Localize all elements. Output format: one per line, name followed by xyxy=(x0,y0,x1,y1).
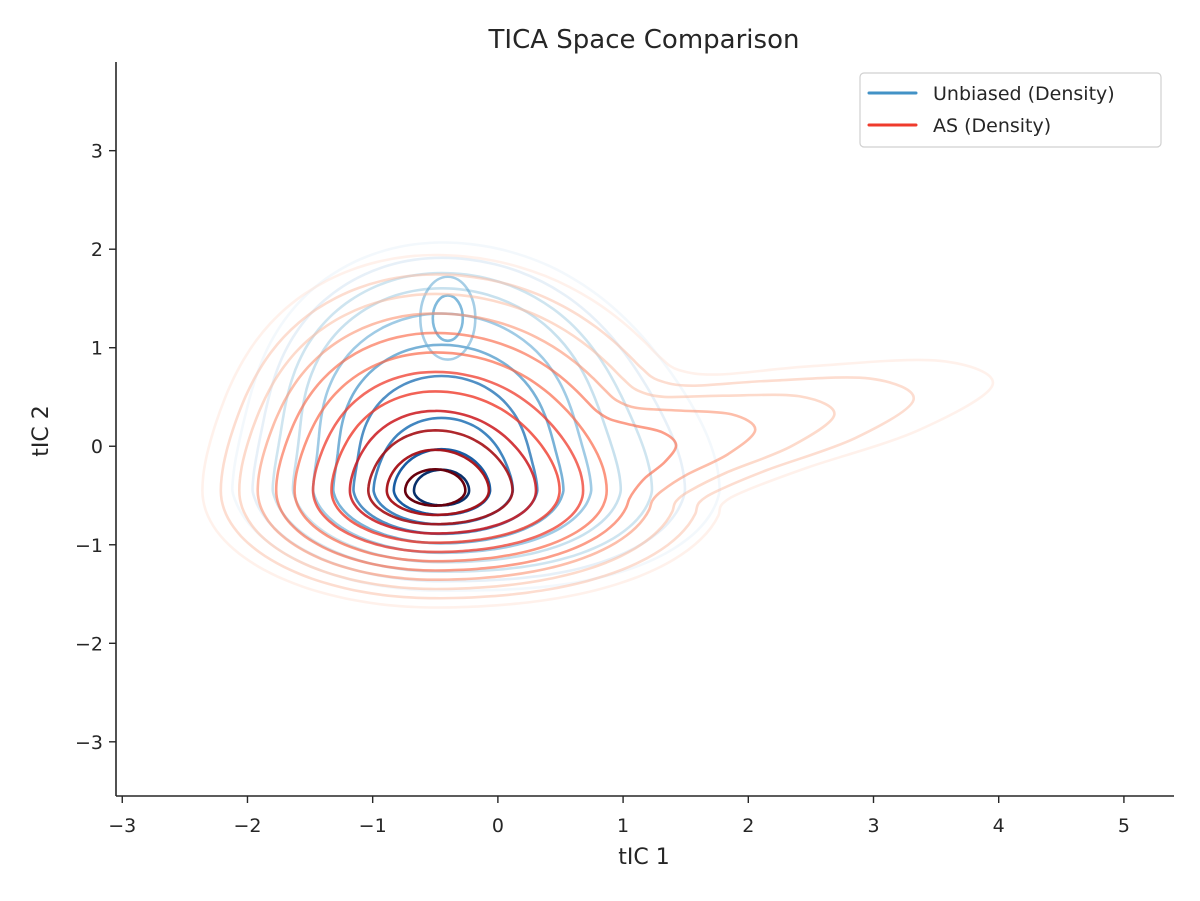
y-axis-label: tIC 2 xyxy=(29,405,54,456)
unbiased-contour-level xyxy=(271,271,654,574)
as-contour-level xyxy=(219,273,915,600)
as-contour-level xyxy=(256,312,757,582)
chart-title: TICA Space Comparison xyxy=(488,25,800,55)
as-contour-level xyxy=(311,370,585,554)
as-contour-level xyxy=(403,468,467,508)
x-tick-label: 4 xyxy=(993,815,1005,837)
legend-label-as: AS (Density) xyxy=(933,115,1051,137)
as-contour-level xyxy=(274,331,678,572)
x-tick-label: −2 xyxy=(233,815,261,837)
as-contour-level xyxy=(330,390,561,545)
contour-plot xyxy=(201,241,994,609)
as-contour-level xyxy=(348,409,538,535)
x-tick-label: 5 xyxy=(1118,815,1130,837)
y-tick-label: 3 xyxy=(91,141,103,163)
as-contour-level xyxy=(366,428,514,526)
legend-label-unbiased: Unbiased (Density) xyxy=(933,83,1115,105)
x-tick-label: 3 xyxy=(867,815,879,837)
unbiased-contour-level xyxy=(231,241,721,593)
x-tick-label: 0 xyxy=(492,815,504,837)
as-contour-level xyxy=(201,253,994,609)
y-tick-label: −3 xyxy=(75,732,103,754)
y-tick-label: 1 xyxy=(91,338,103,360)
x-axis-ticks: −3 −2 −1 0 1 2 3 4 5 xyxy=(108,796,1130,837)
x-tick-label: 2 xyxy=(742,815,754,837)
x-tick-label: 1 xyxy=(617,815,629,837)
y-axis-ticks: −3 −2 −1 0 1 2 3 xyxy=(75,141,116,754)
legend: Unbiased (Density) AS (Density) xyxy=(859,72,1162,148)
as-contour-level xyxy=(293,351,609,563)
y-tick-label: 0 xyxy=(91,436,103,458)
unbiased-contour-level xyxy=(291,286,623,564)
as-contour-level xyxy=(385,448,491,517)
x-tick-label: −1 xyxy=(359,815,387,837)
x-tick-label: −3 xyxy=(108,815,136,837)
unbiased-contour-level xyxy=(251,256,687,583)
as-contour-level xyxy=(237,292,836,591)
y-tick-label: −2 xyxy=(75,633,103,655)
y-tick-label: 2 xyxy=(91,239,103,261)
x-axis-label: tIC 1 xyxy=(618,845,669,870)
y-tick-label: −1 xyxy=(75,535,103,557)
legend-box xyxy=(859,72,1162,148)
unbiased-contour-level xyxy=(412,468,471,507)
